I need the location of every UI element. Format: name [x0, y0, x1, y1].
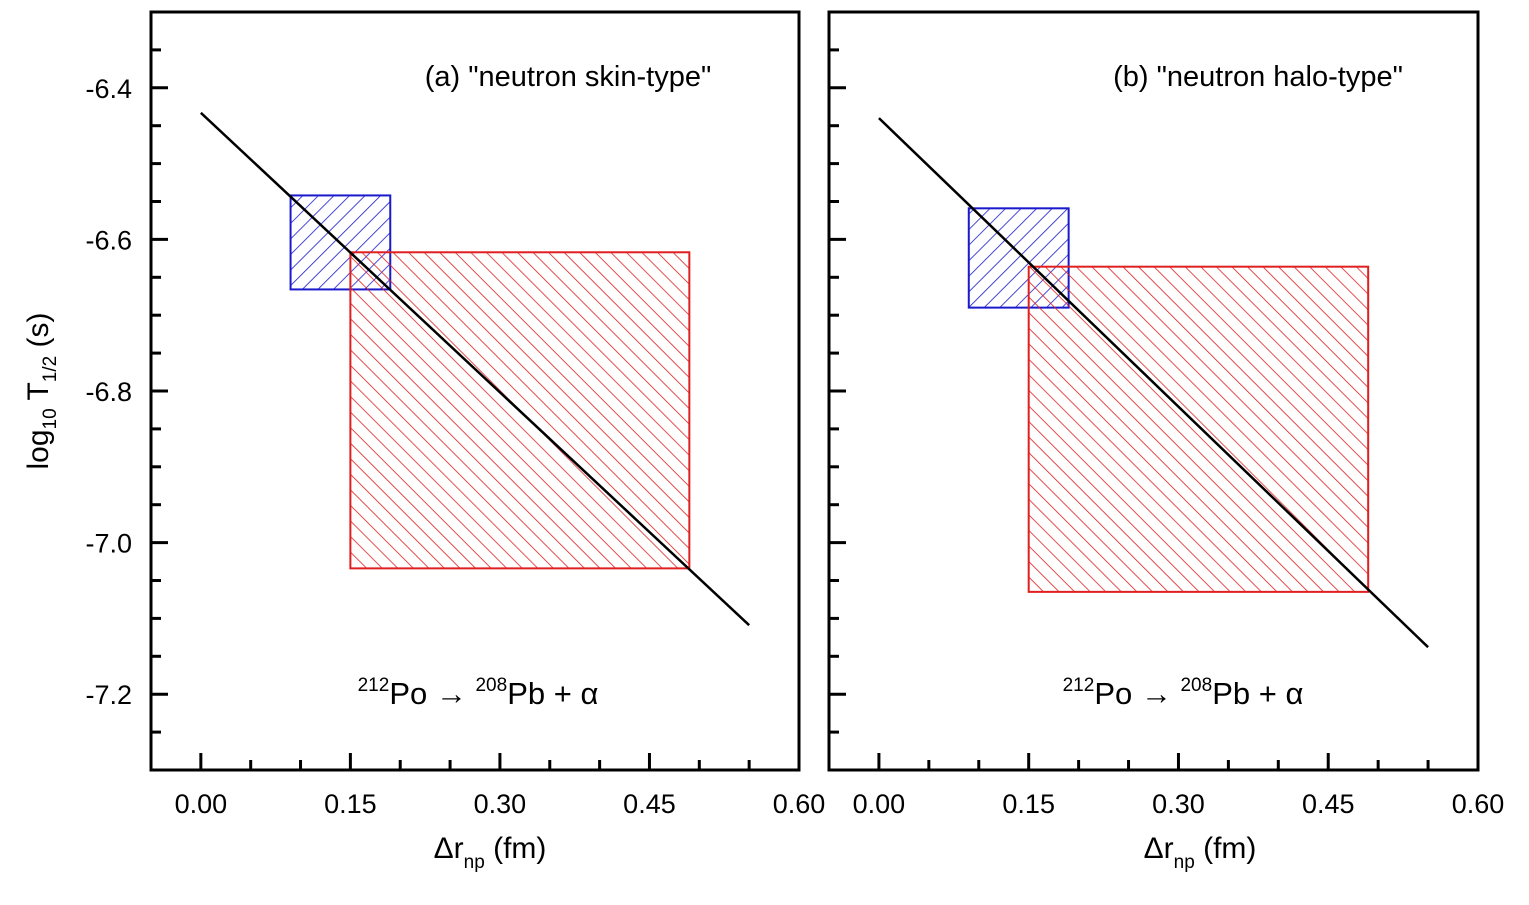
- y-tick-label: -7.2: [85, 680, 132, 710]
- x-axis-label: Δrnp (fm): [434, 832, 547, 873]
- x-tick-label: 0.60: [773, 789, 826, 819]
- y-tick-label: -6.8: [85, 377, 132, 407]
- x-tick-label: 0.15: [324, 789, 377, 819]
- reaction-annotation: 212Po → 208Pb + α: [358, 675, 599, 711]
- series-line: [878, 117, 1429, 649]
- hatched-region-1: [1027, 265, 1370, 593]
- x-tick-label: 0.60: [1452, 789, 1505, 819]
- y-axis-label: log10 T1/2 (s): [22, 312, 61, 469]
- panel-title: (b) "neutron halo-type": [1113, 61, 1403, 93]
- reaction-annotation: 212Po → 208Pb + α: [1063, 675, 1304, 711]
- x-tick-label: 0.45: [623, 789, 676, 819]
- x-tick-label: 0.45: [1302, 789, 1355, 819]
- x-tick-label: 0.00: [175, 789, 228, 819]
- x-tick-label: 0.00: [853, 789, 906, 819]
- panel-b: (b) "neutron halo-type" 212Po → 208Pb + …: [827, 10, 1505, 873]
- y-tick-label: -6.4: [85, 74, 132, 104]
- x-axis-label: Δrnp (fm): [1144, 832, 1257, 873]
- x-tick-label: 0.30: [1152, 789, 1205, 819]
- x-tick-label: 0.15: [1002, 789, 1055, 819]
- y-tick-label: -7.0: [85, 529, 132, 559]
- series-line: [199, 111, 751, 627]
- x-tick-label: 0.30: [474, 789, 527, 819]
- y-tick-label: -6.6: [85, 225, 132, 255]
- panel-title: (a) "neutron skin-type": [425, 61, 712, 93]
- panel-a: (a) "neutron skin-type" 212Po → 208Pb + …: [85, 10, 826, 873]
